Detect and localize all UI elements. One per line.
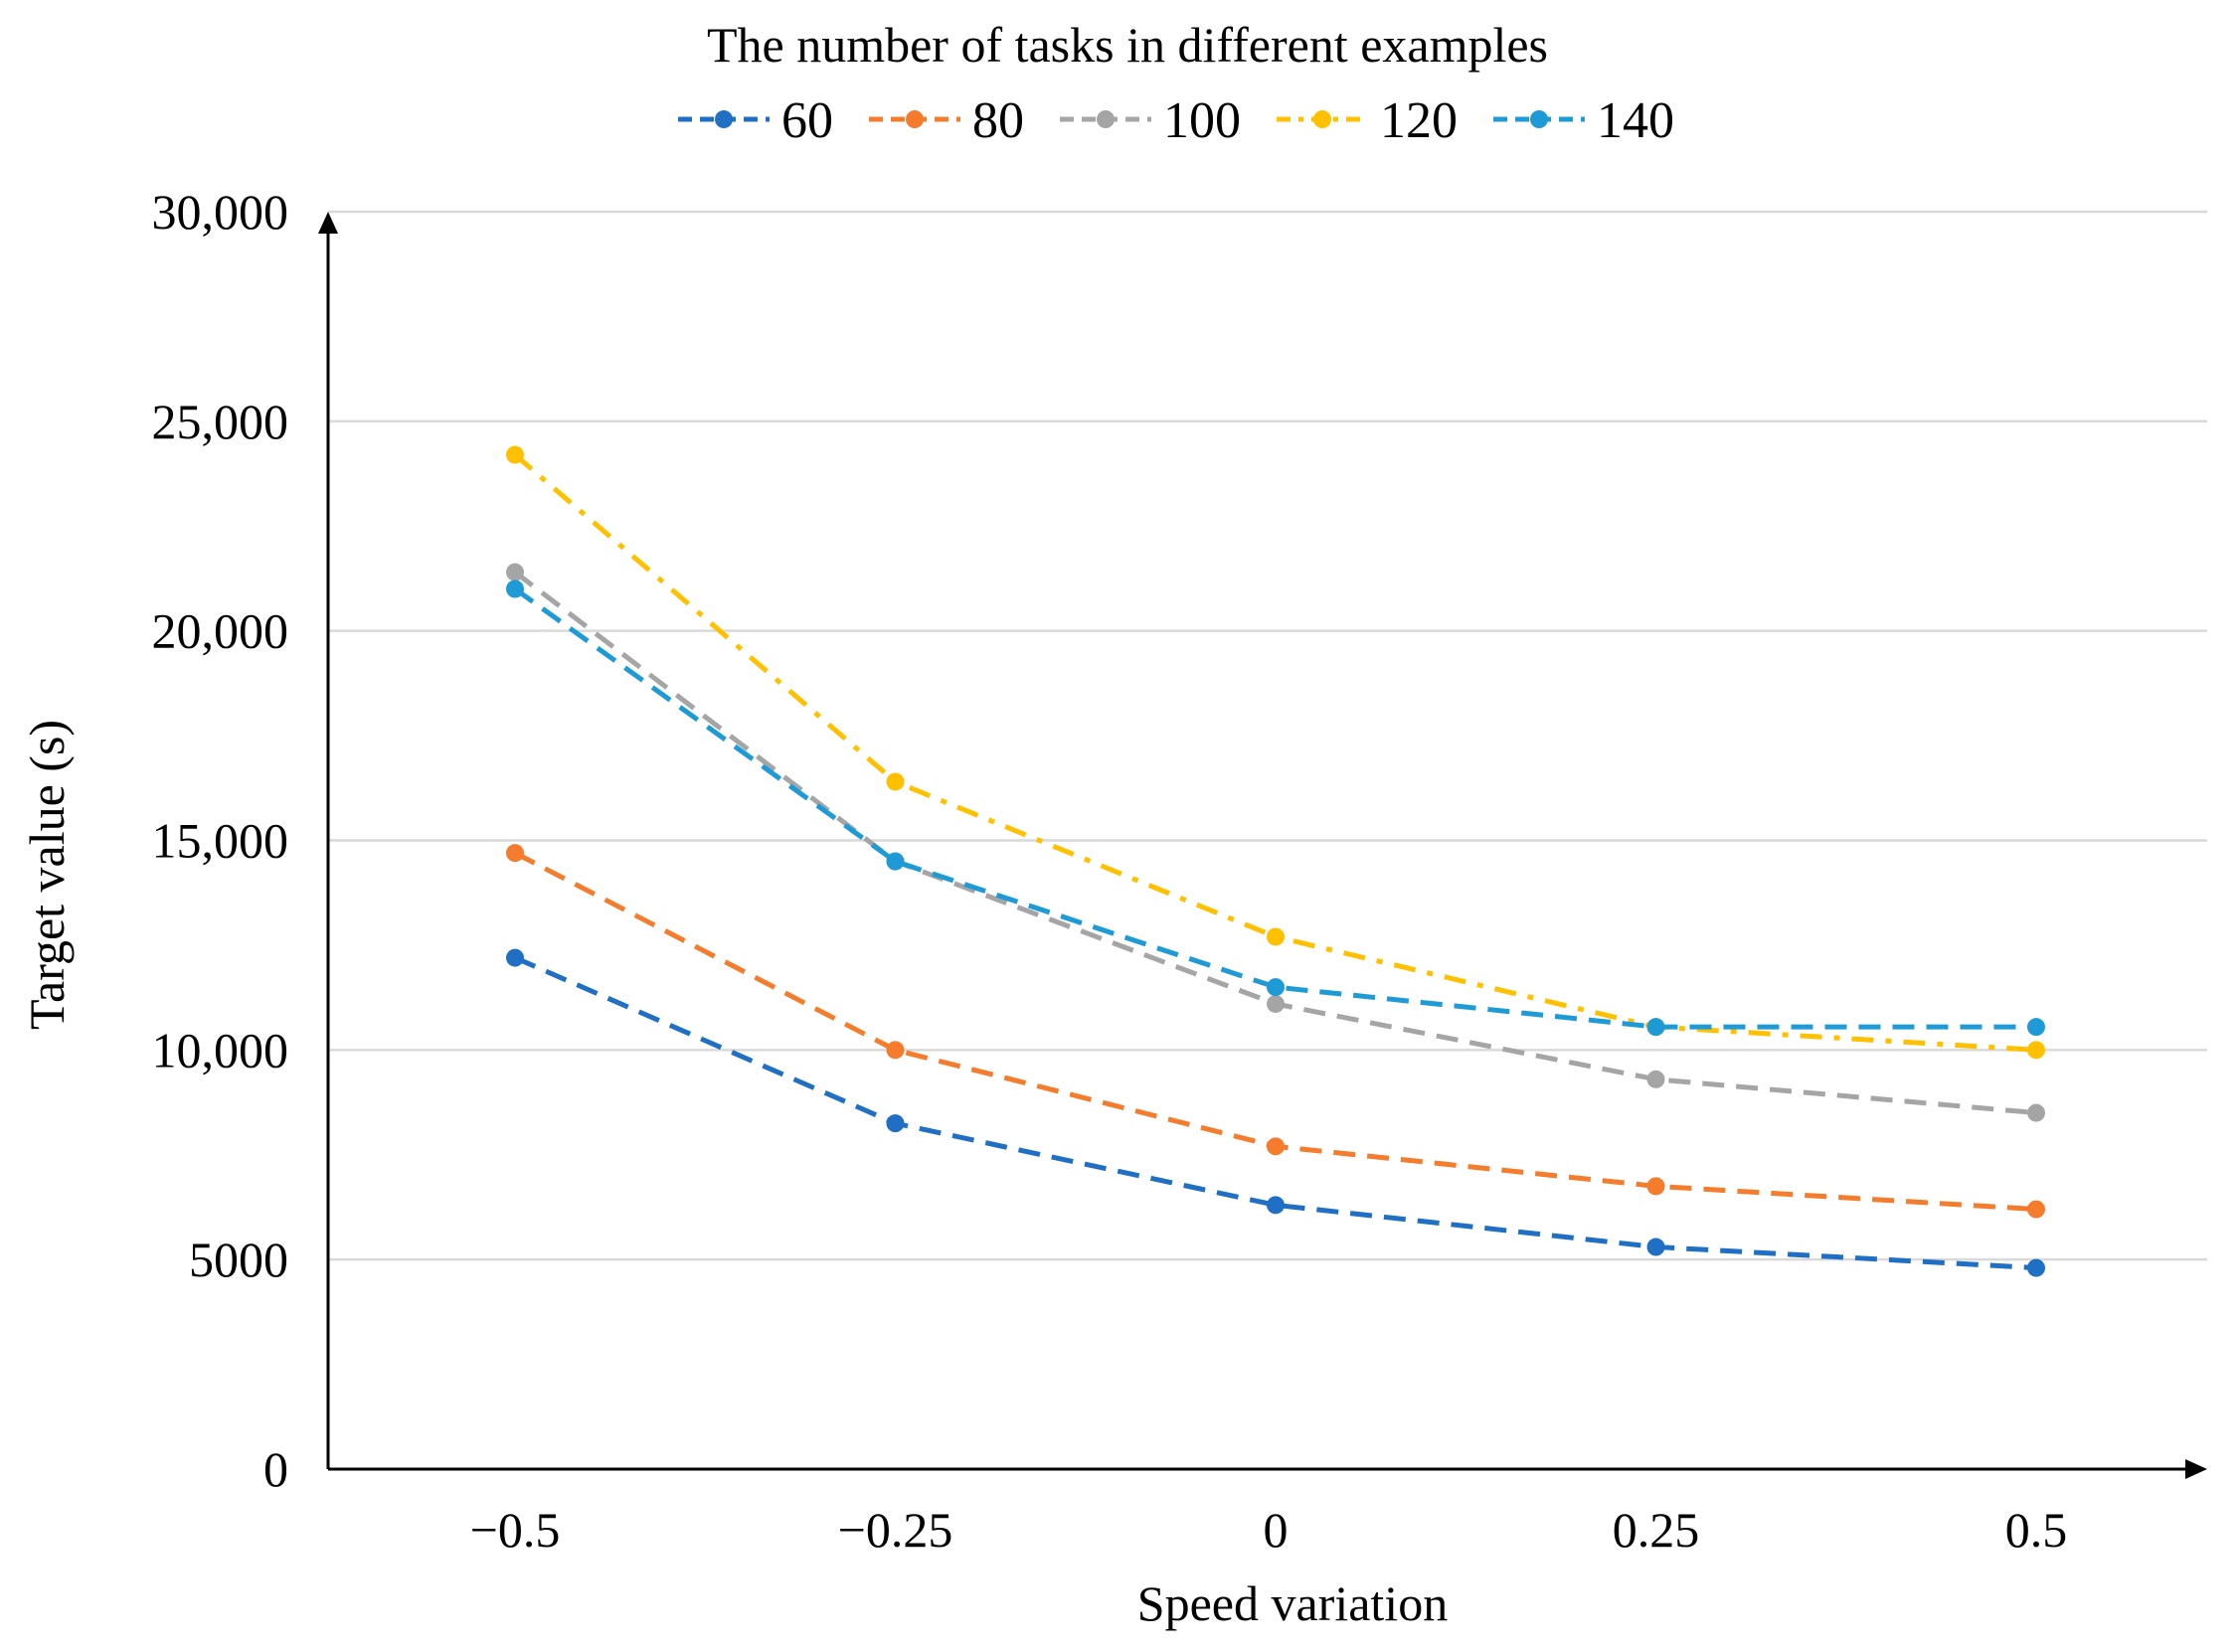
- legend-item-60: 60: [678, 92, 833, 149]
- data-point-60: [2027, 1258, 2045, 1277]
- y-tick-label: 10,000: [152, 1022, 289, 1077]
- legend-item-100: 100: [1060, 92, 1241, 149]
- x-tick-label: 0.5: [2005, 1502, 2068, 1558]
- y-tick-label: 5000: [189, 1232, 288, 1287]
- data-point-60: [1646, 1238, 1665, 1256]
- x-tick-label: 0.25: [1613, 1502, 1700, 1558]
- x-tick-label: −0.5: [470, 1502, 561, 1558]
- y-tick-label: 0: [263, 1441, 288, 1497]
- legend-marker: [906, 110, 924, 128]
- data-point-100: [1646, 1070, 1665, 1088]
- data-point-120: [2027, 1041, 2045, 1060]
- data-point-80: [1267, 1137, 1285, 1156]
- series-line-100: [513, 570, 2037, 1116]
- series-line-120: [513, 452, 2037, 1053]
- legend-item-140: 140: [1493, 92, 1674, 149]
- data-point-100: [506, 563, 524, 581]
- y-axis-ticks: 0 5000 10,000 15,000 20,000 25,000 30,000: [152, 184, 289, 1497]
- y-tick-label: 25,000: [152, 394, 289, 449]
- data-point-120: [1267, 927, 1285, 946]
- series-line-60: [514, 955, 2037, 1271]
- y-tick-label: 30,000: [152, 184, 289, 240]
- data-point-80: [886, 1041, 905, 1060]
- legend-label: 100: [1163, 92, 1241, 149]
- legend-marker: [1313, 110, 1331, 128]
- legend-marker: [715, 110, 733, 128]
- data-point-120: [886, 772, 905, 791]
- data-point-140: [1646, 1018, 1665, 1037]
- data-point-60: [886, 1114, 905, 1133]
- x-axis-arrow: [2185, 1459, 2207, 1479]
- x-axis-title: Speed variation: [1137, 1575, 1448, 1631]
- data-point-100: [2027, 1103, 2045, 1122]
- data-point-80: [506, 844, 524, 863]
- chart-title: The number of tasks in different example…: [707, 17, 1548, 73]
- y-axis-arrow: [318, 212, 338, 234]
- legend: 60 80 100 120 140: [678, 92, 1674, 149]
- x-axis-ticks: −0.5 −0.25 0 0.25 0.5: [470, 1502, 2068, 1558]
- legend-label: 140: [1597, 92, 1674, 149]
- plot-area: [506, 445, 2045, 1277]
- series-140: [506, 579, 2045, 1037]
- data-point-80: [2027, 1200, 2045, 1219]
- series-line-140: [513, 586, 2036, 1030]
- legend-marker: [1097, 110, 1115, 128]
- legend-marker: [1530, 110, 1548, 128]
- y-tick-label: 15,000: [152, 813, 289, 869]
- legend-item-80: 80: [869, 92, 1024, 149]
- data-point-140: [1267, 978, 1285, 997]
- data-point-140: [886, 852, 905, 871]
- legend-item-120: 120: [1277, 92, 1458, 149]
- data-point-140: [2027, 1018, 2045, 1037]
- series-line-80: [513, 850, 2037, 1213]
- data-point-120: [506, 445, 524, 464]
- data-point-140: [506, 579, 524, 598]
- series-60: [506, 948, 2045, 1277]
- legend-label: 80: [972, 92, 1024, 149]
- x-tick-label: −0.25: [838, 1502, 953, 1558]
- legend-label: 120: [1380, 92, 1458, 149]
- data-point-80: [1646, 1177, 1665, 1196]
- data-point-60: [506, 948, 524, 967]
- x-tick-label: 0: [1264, 1502, 1289, 1558]
- y-axis-title: Target value (s): [19, 720, 75, 1030]
- axes: [318, 212, 2207, 1479]
- data-point-100: [1267, 994, 1285, 1013]
- data-point-60: [1267, 1196, 1285, 1215]
- legend-label: 60: [781, 92, 833, 149]
- y-tick-label: 20,000: [152, 603, 289, 659]
- series-80: [506, 844, 2045, 1219]
